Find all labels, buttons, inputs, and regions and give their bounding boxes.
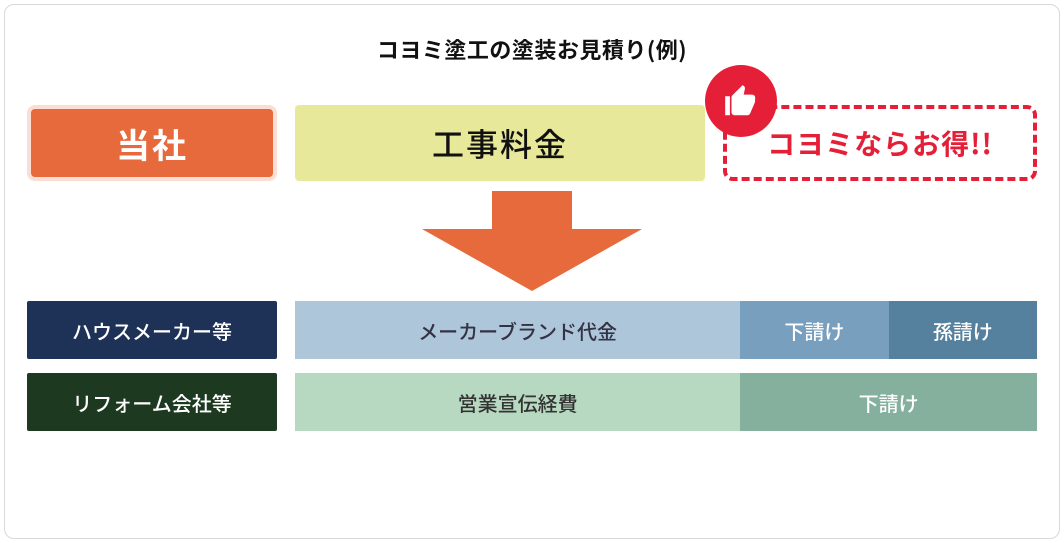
- deal-callout-wrap: コヨミならお得!!: [723, 105, 1037, 181]
- our-company-box: 当社: [27, 105, 277, 181]
- thumbs-up-badge: [705, 65, 777, 137]
- row-label: ハウスメーカー等: [27, 301, 277, 359]
- row-segments: 営業宣伝経費下請け: [295, 373, 1037, 431]
- comparison-rows: ハウスメーカー等メーカーブランド代金下請け孫請けリフォーム会社等営業宣伝経費下請…: [27, 301, 1037, 431]
- thumbs-up-icon: [722, 82, 760, 120]
- cost-segment: 下請け: [740, 301, 888, 359]
- pricing-comparison-card: コヨミ塗工の塗装お見積り(例) 当社 工事料金 コヨミならお得!! ハウスメーカ…: [4, 4, 1060, 539]
- cost-segment: メーカーブランド代金: [295, 301, 740, 359]
- cost-segment: 下請け: [740, 373, 1037, 431]
- top-row: 当社 工事料金 コヨミならお得!!: [27, 105, 1037, 181]
- construction-cost-label: 工事料金: [432, 120, 568, 166]
- comparison-row: ハウスメーカー等メーカーブランド代金下請け孫請け: [27, 301, 1037, 359]
- card-title: コヨミ塗工の塗装お見積り(例): [27, 33, 1037, 65]
- row-label: リフォーム会社等: [27, 373, 277, 431]
- cost-segment: 営業宣伝経費: [295, 373, 740, 431]
- construction-cost-box: 工事料金: [295, 105, 705, 181]
- cost-segment: 孫請け: [889, 301, 1037, 359]
- arrow-container: [27, 181, 1037, 301]
- row-segments: メーカーブランド代金下請け孫請け: [295, 301, 1037, 359]
- comparison-row: リフォーム会社等営業宣伝経費下請け: [27, 373, 1037, 431]
- deal-callout-label: コヨミならお得!!: [767, 123, 993, 163]
- our-company-label: 当社: [116, 119, 188, 168]
- down-arrow-icon: [422, 191, 642, 291]
